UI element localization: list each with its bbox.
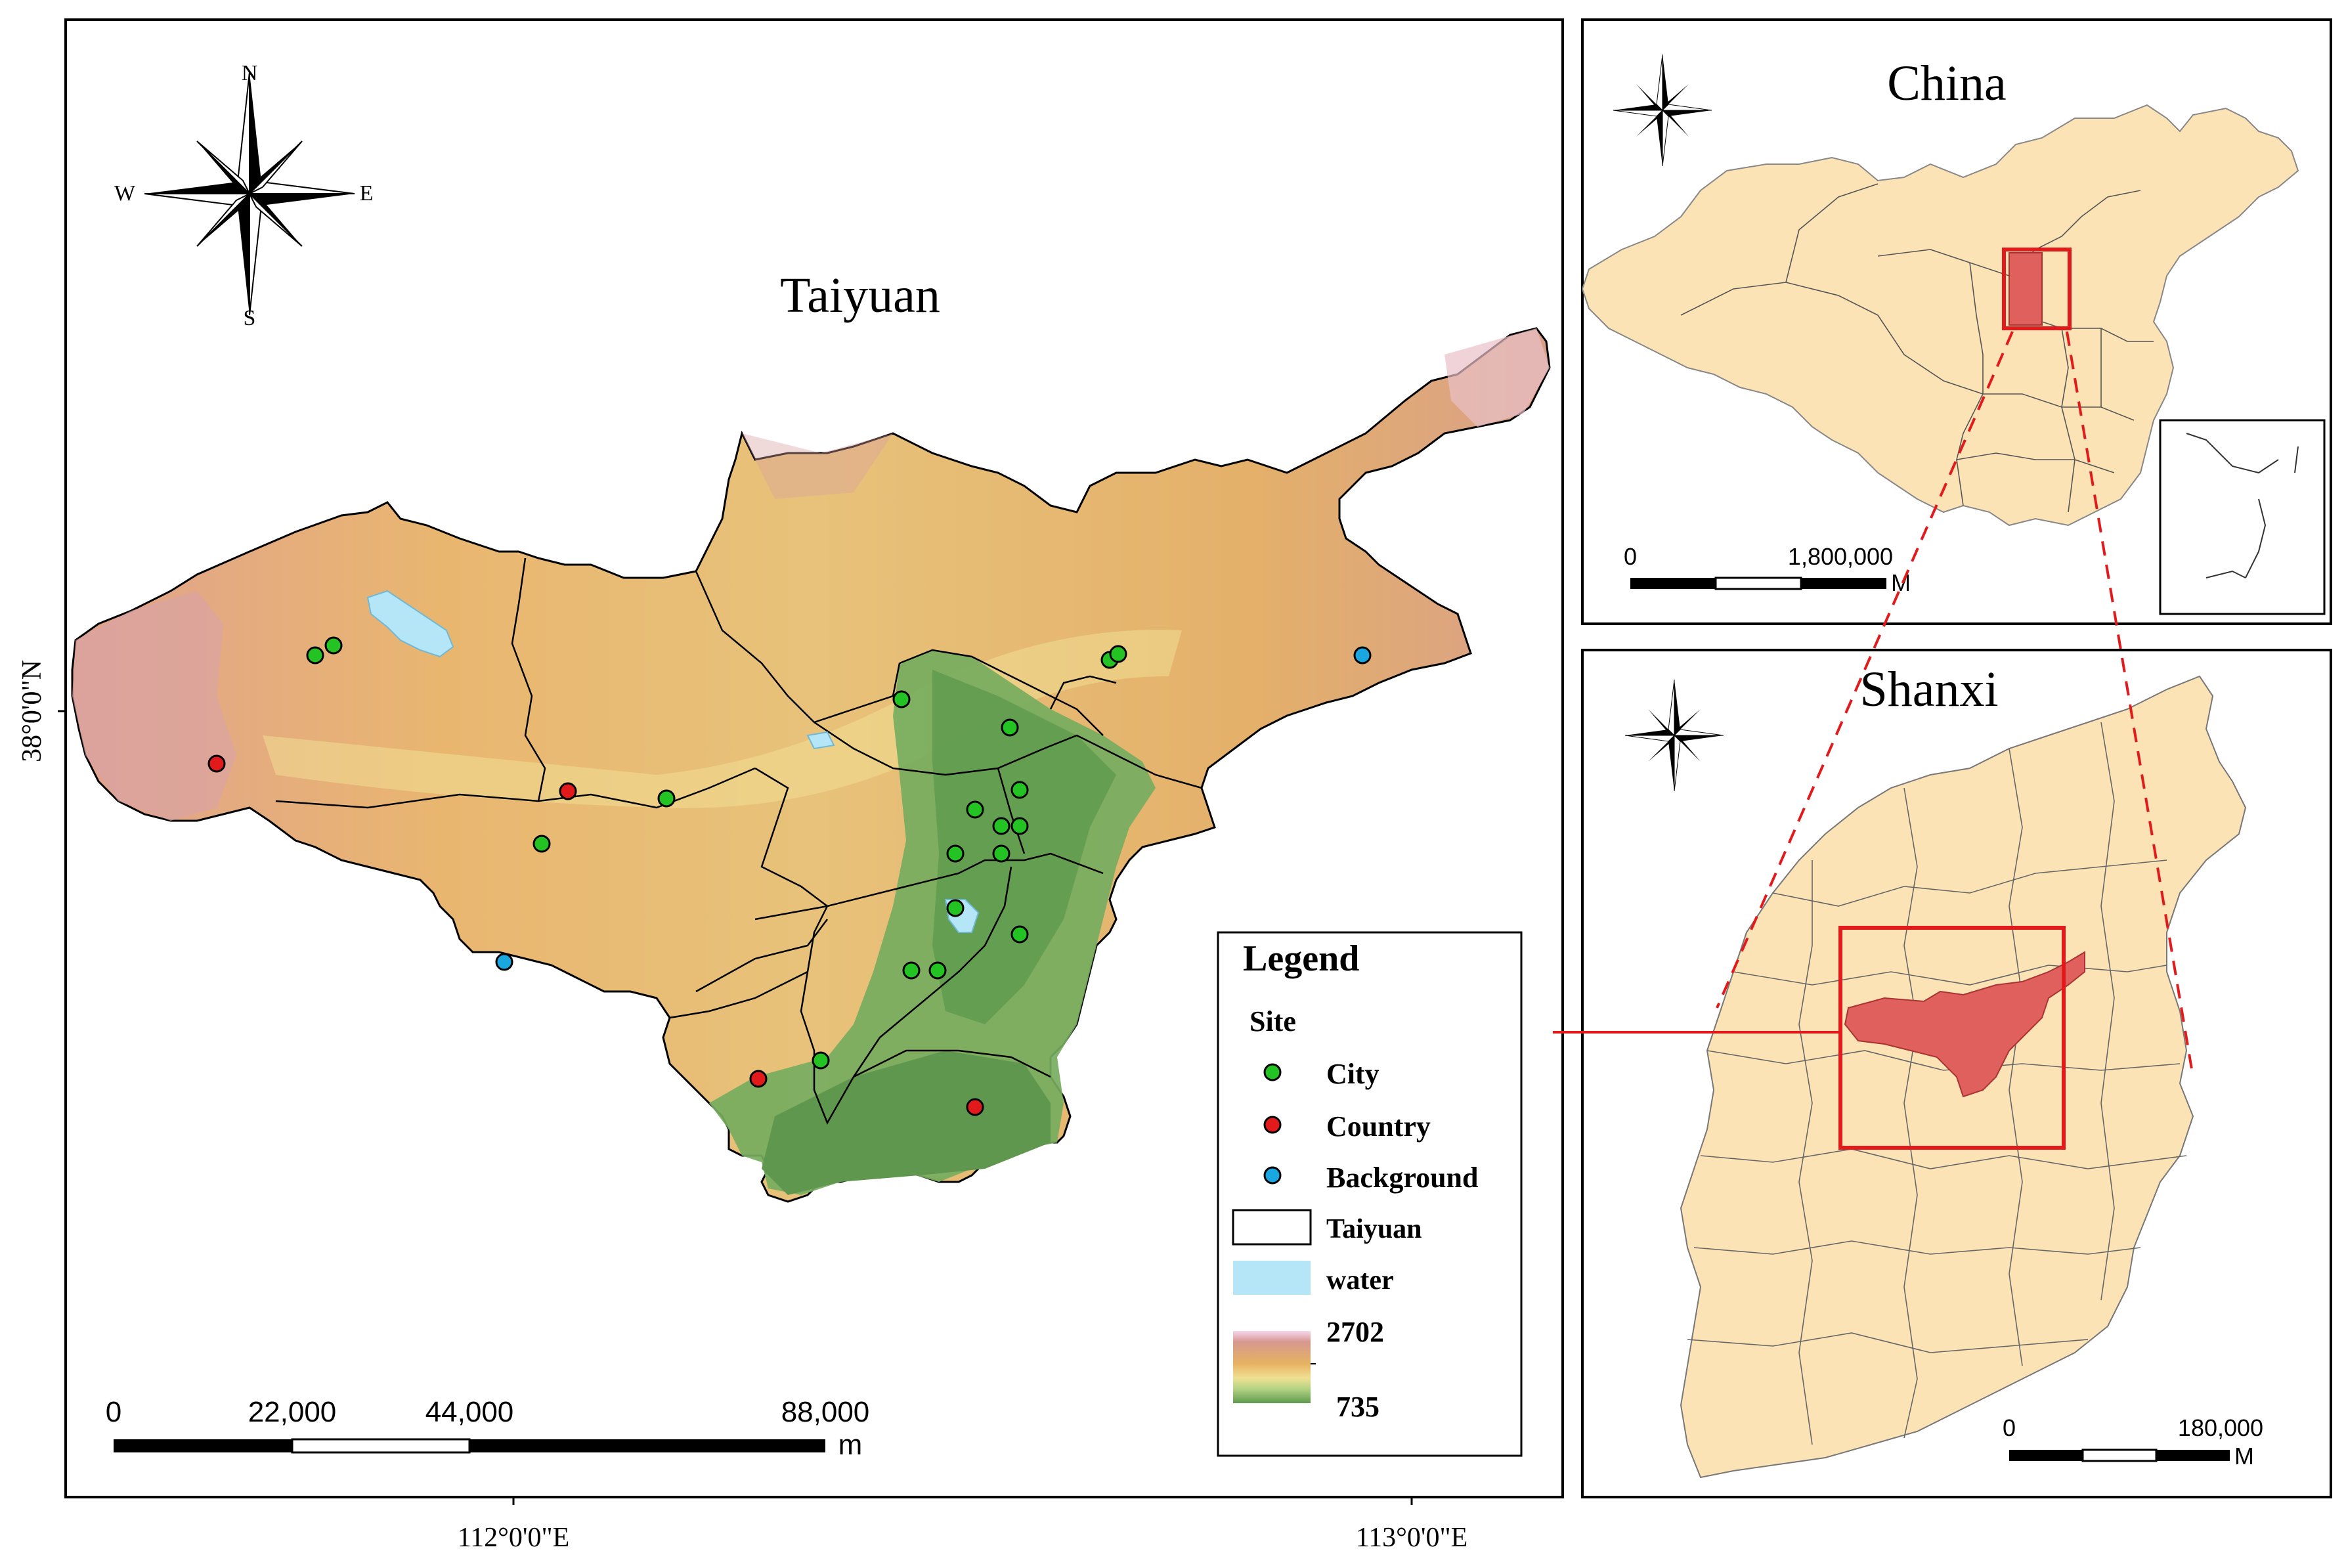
legend-boundary-swatch	[1232, 1209, 1312, 1246]
site-city	[657, 789, 676, 808]
shanxi-scale-tick-1: 180,000	[2178, 1414, 2263, 1441]
scale-tick-0: 0	[106, 1396, 121, 1428]
scale-tick-1: 22,000	[248, 1396, 337, 1428]
site-city	[324, 636, 343, 655]
site-city	[1001, 718, 1019, 737]
longitude-label-2: 113°0'0"E	[1356, 1523, 1468, 1553]
latitude-label: 38°0'0"N	[17, 660, 47, 762]
legend-background-icon	[1263, 1166, 1282, 1185]
legend-water-label: water	[1326, 1265, 1394, 1296]
shanxi-taiyuan-highlight	[1844, 951, 2085, 1098]
south-china-sea-inset	[2159, 419, 2326, 615]
legend-elevation-ramp	[1233, 1331, 1311, 1403]
site-city	[1010, 925, 1029, 944]
site-city	[946, 844, 965, 863]
legend-city-icon	[1263, 1063, 1282, 1081]
scale-tick-2: 44,000	[425, 1396, 514, 1428]
legend-title: Legend	[1243, 938, 1359, 979]
legend-country-icon	[1263, 1116, 1282, 1134]
compass-e: E	[360, 181, 374, 206]
legend-boundary-label: Taiyuan	[1326, 1214, 1422, 1244]
legend: Legend Site City Country Background Taiy…	[1217, 931, 1523, 1457]
site-city	[812, 1051, 830, 1070]
site-city	[1010, 781, 1029, 799]
site-background	[495, 953, 513, 971]
shanxi-map	[1680, 675, 2247, 1479]
legend-water-swatch	[1233, 1261, 1311, 1295]
site-background	[1353, 646, 1372, 664]
shanxi-scale-bar: 0 180,000 M	[2003, 1414, 2263, 1470]
north-arrow-icon	[144, 72, 355, 316]
taiyuan-terrain	[71, 327, 1551, 1203]
compass-n: N	[242, 61, 258, 85]
longitude-label-1: 112°0'0"E	[458, 1523, 570, 1553]
china-scale-tick-0: 0	[1624, 543, 1637, 570]
site-country	[559, 782, 577, 800]
sample-sites	[207, 636, 1372, 1116]
china-inset-title: China	[1887, 56, 2007, 111]
compass-s: S	[244, 306, 256, 330]
site-city	[946, 899, 965, 917]
site-city	[892, 690, 911, 708]
main-scale-bar: 0 22,000 44,000 88,000 m	[106, 1396, 870, 1461]
legend-elevation-low: 735	[1336, 1391, 1379, 1423]
main-map-title: Taiyuan	[780, 268, 940, 323]
site-city	[902, 961, 921, 980]
china-scale-bar: 0 1,800,000 M	[1624, 543, 1911, 596]
shanxi-scale-tick-0: 0	[2003, 1414, 2016, 1441]
shanxi-north-arrow-icon	[1624, 679, 1724, 792]
shanxi-inset-title: Shanxi	[1859, 662, 1998, 717]
legend-elevation-high: 2702	[1326, 1316, 1384, 1348]
site-city	[928, 961, 947, 980]
china-north-arrow-icon	[1613, 54, 1712, 167]
scale-tick-3: 88,000	[781, 1396, 870, 1428]
legend-city-label: City	[1326, 1058, 1379, 1090]
site-country	[749, 1070, 768, 1088]
water-body	[806, 731, 835, 750]
china-highlight-box	[2002, 248, 2072, 330]
site-city	[966, 800, 984, 819]
legend-country-label: Country	[1326, 1110, 1431, 1143]
site-country	[207, 754, 226, 773]
china-map	[1581, 104, 2326, 615]
legend-background-label: Background	[1326, 1162, 1479, 1194]
connector-china-shanxi-right	[2066, 331, 2194, 1078]
site-city	[532, 835, 551, 853]
shanxi-scale-unit: M	[2234, 1443, 2254, 1470]
legend-site-heading: Site	[1249, 1005, 1296, 1037]
site-city	[306, 646, 324, 664]
china-scale-tick-1: 1,800,000	[1788, 543, 1893, 570]
connector-china-shanxi-left	[1716, 331, 2014, 1009]
site-city	[1109, 645, 1127, 663]
site-city	[992, 844, 1010, 863]
site-city	[992, 817, 1010, 835]
scale-unit: m	[838, 1429, 863, 1461]
site-city	[1010, 817, 1029, 835]
water-body	[366, 590, 454, 658]
site-country	[966, 1098, 984, 1116]
shanxi-highlight-box	[1838, 926, 2066, 1150]
compass-w: W	[114, 181, 136, 206]
